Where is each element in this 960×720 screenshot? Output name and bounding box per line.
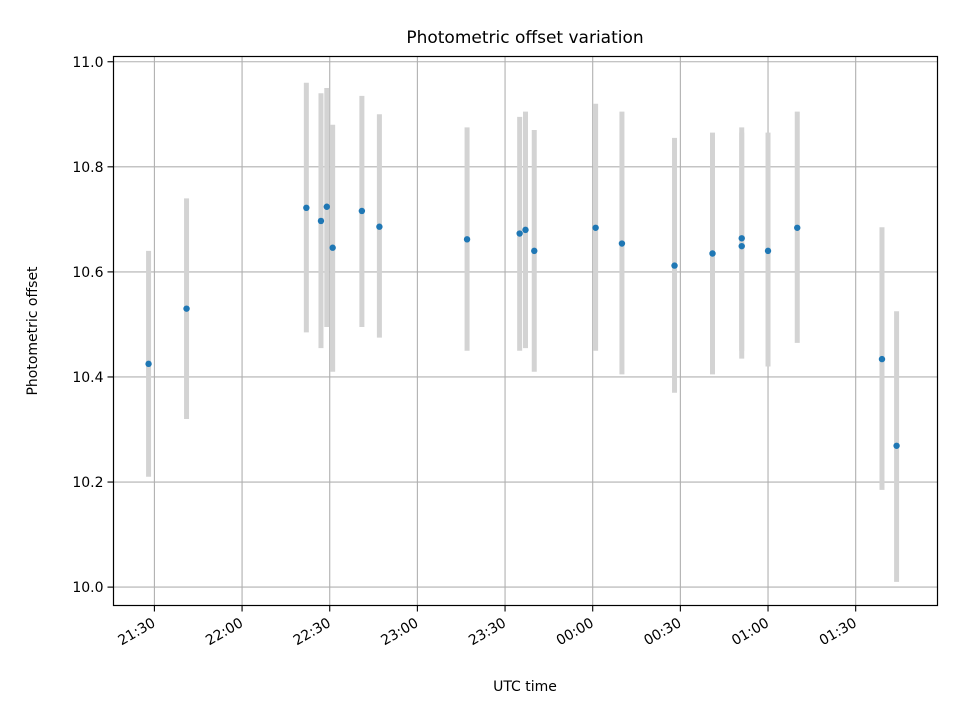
data-point [376,223,383,230]
error-bars [146,82,900,582]
x-axis-label: UTC time [493,679,557,695]
data-point [592,224,599,231]
x-tick-label: 01:30 [817,615,860,649]
y-tick-label: 10.4 [72,370,103,386]
data-point [303,204,310,212]
data-point [671,262,678,269]
y-axis-label: Photometric offset [25,266,41,396]
data-point [183,305,190,312]
data-point [516,230,523,237]
x-axis-ticks: 21:30 22:00 22:30 23:00 23:30 00:00 00:30 01:00… [115,605,860,649]
data-point [522,226,529,234]
data-point [738,235,745,242]
y-tick-label: 10.8 [72,160,103,176]
data-point [618,240,626,247]
data-point [531,247,538,255]
data-point [878,355,886,363]
chart-title: Photometric offset variation [406,28,643,48]
x-tick-label: 21:30 [115,615,158,649]
y-tick-label: 10.0 [72,580,103,596]
data-point [358,207,366,215]
data-points [145,203,900,449]
y-tick-label: 10.2 [72,475,103,491]
x-tick-label: 22:30 [291,615,334,649]
data-point [323,203,331,210]
x-tick-label: 00:30 [641,615,684,649]
data-point [463,236,471,243]
x-tick-label: 22:00 [203,615,246,649]
data-point [893,442,900,449]
y-tick-label: 11.0 [72,55,103,71]
y-tick-label: 10.6 [72,265,103,281]
data-point [317,217,325,225]
x-tick-label: 23:00 [378,615,421,649]
data-point [764,247,772,255]
y-axis-ticks: 10.0 10.2 10.4 10.6 10.8 11.0 [72,55,114,596]
x-tick-label: 01:00 [729,615,772,649]
data-point [145,360,152,368]
data-point [794,224,801,231]
x-tick-label: 00:00 [554,615,597,649]
plot-frame [112,55,939,607]
x-tick-label: 23:30 [466,615,509,649]
data-point [738,242,745,250]
data-point [329,244,336,251]
data-point [709,250,716,257]
